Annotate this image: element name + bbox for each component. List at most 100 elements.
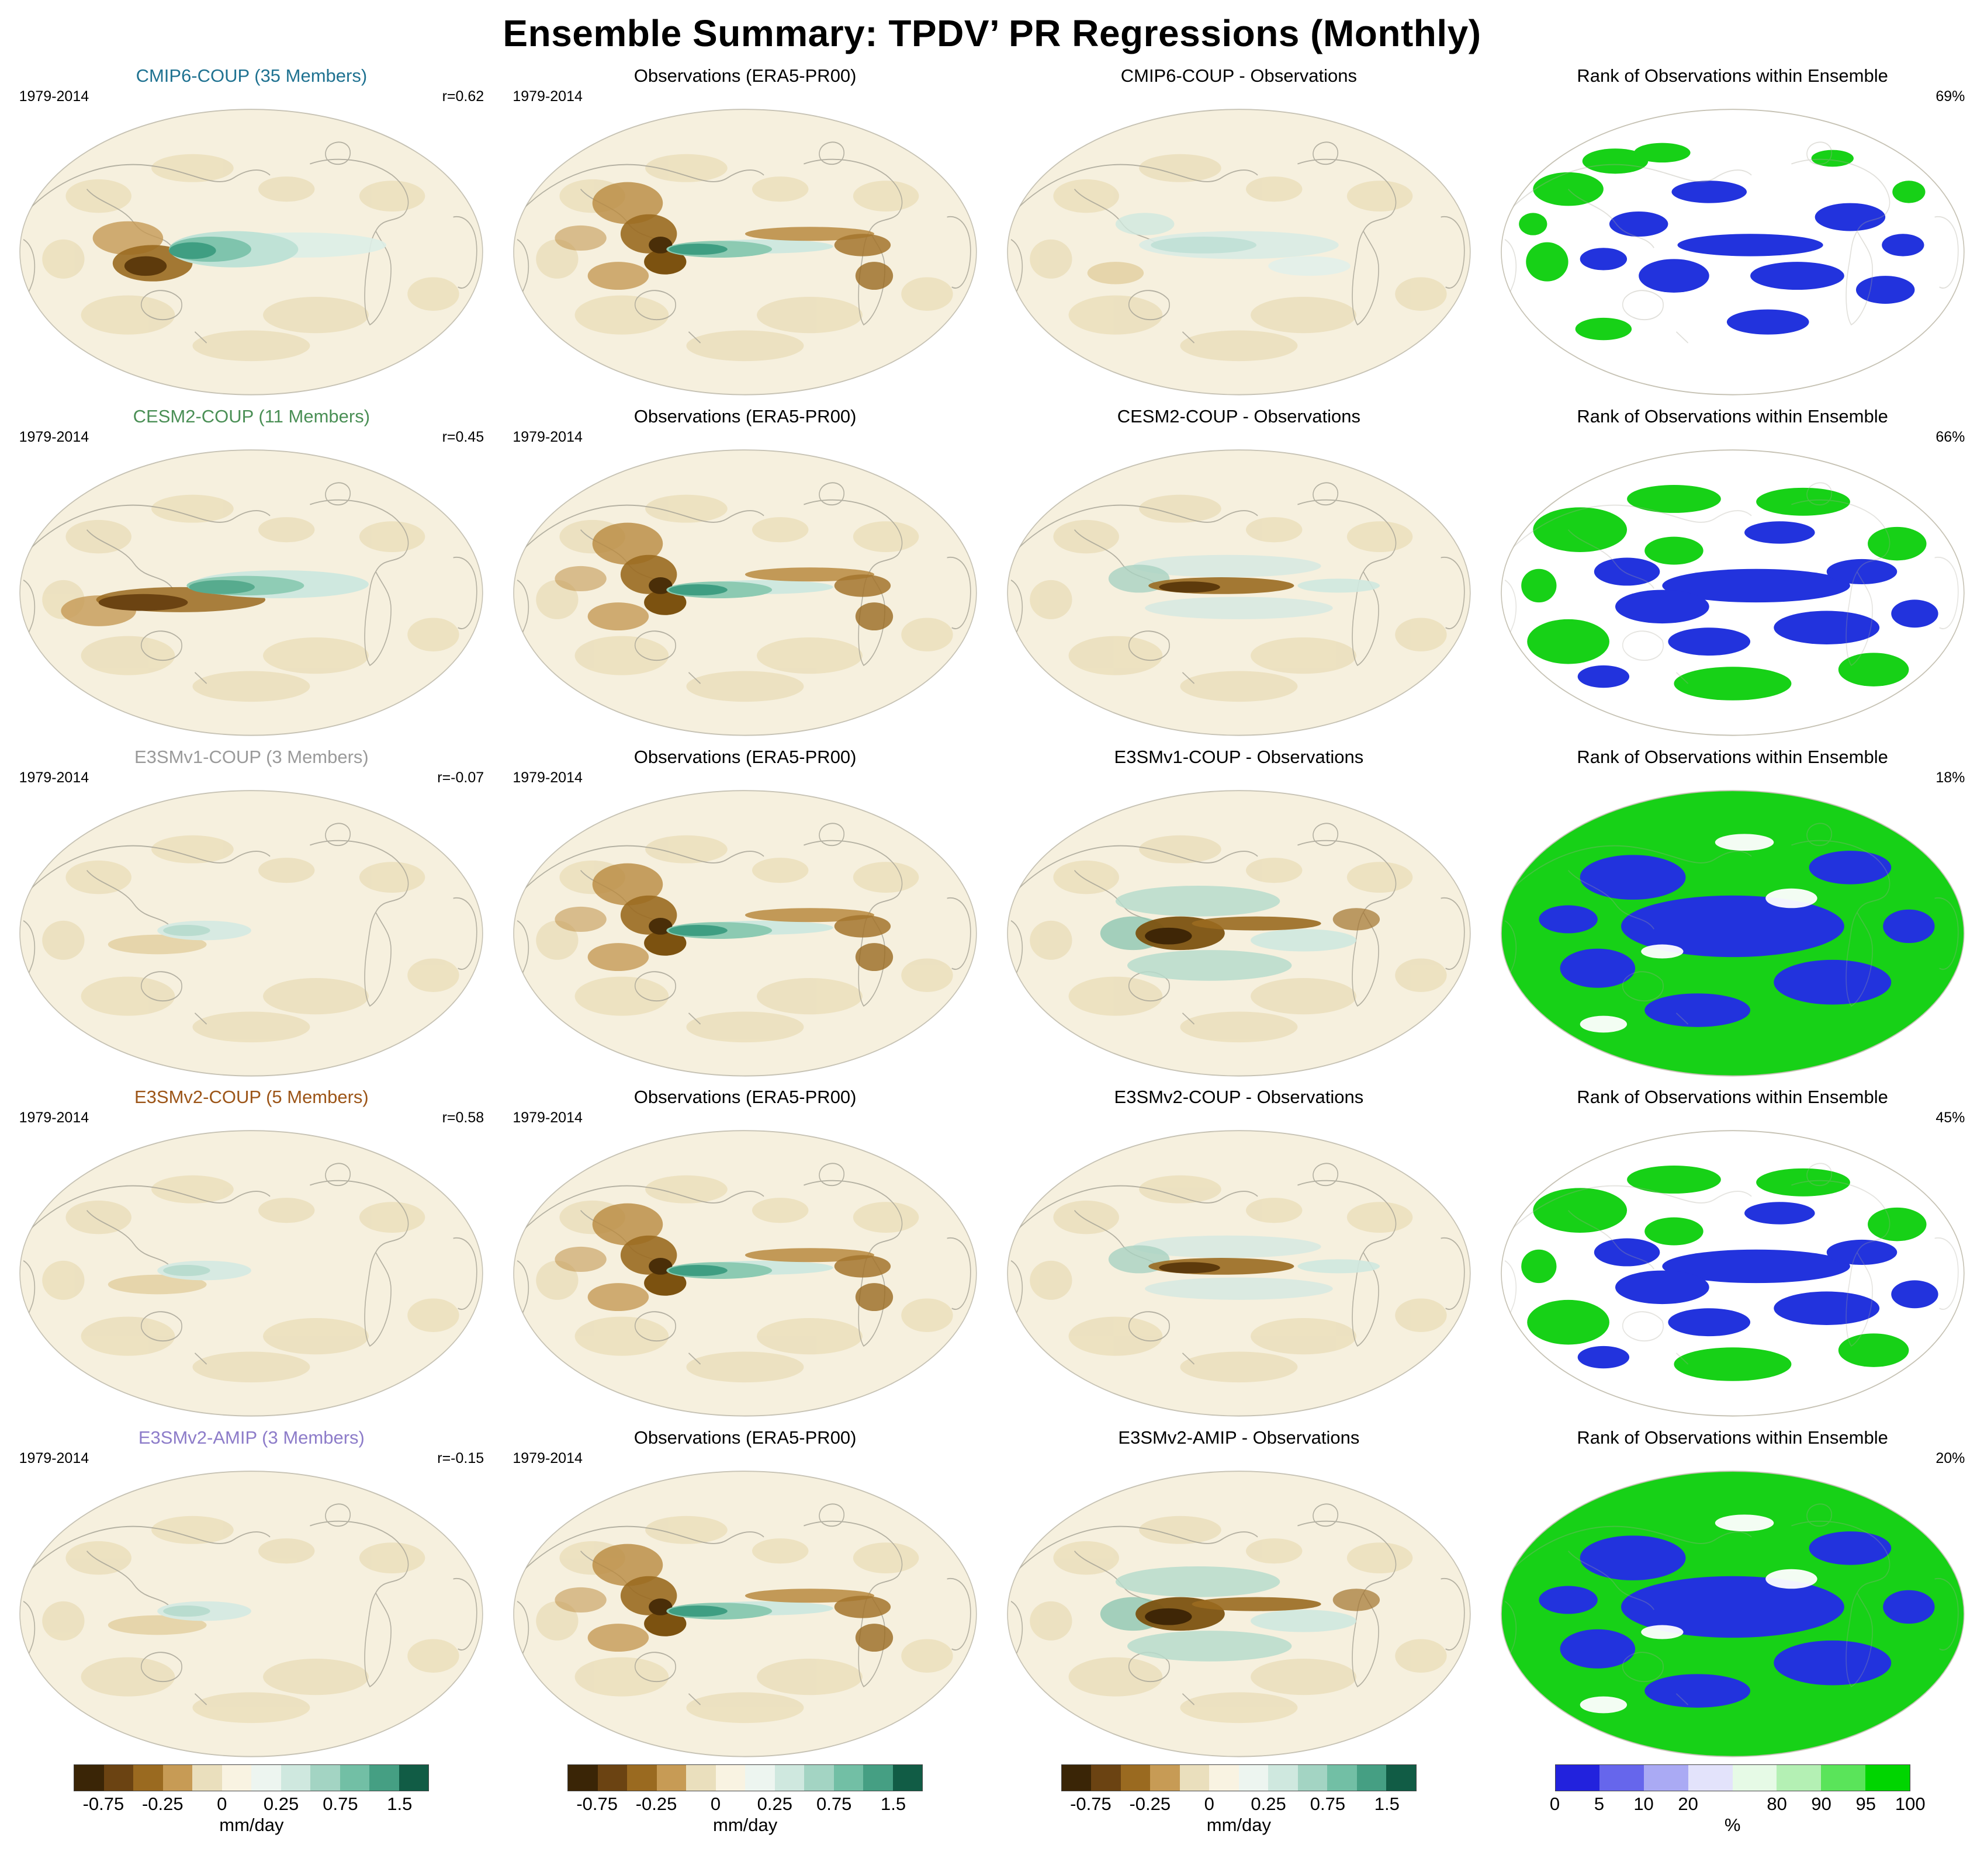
colorbar-tick-label: 0.25	[1251, 1794, 1286, 1814]
r-value-label: r=-0.07	[437, 769, 484, 786]
colorbar-segment	[162, 1765, 193, 1791]
period-label: 1979-2014	[19, 1109, 89, 1126]
rank-map-row5	[1498, 1467, 1968, 1761]
anno-row3-col2: 1979-2014	[513, 768, 978, 786]
period-label: 1979-2014	[513, 88, 583, 105]
colorbar-segment	[1777, 1765, 1822, 1791]
colorbar-segment	[1555, 1765, 1600, 1791]
colorbar-segment	[1599, 1765, 1644, 1791]
anno-row5-col4: 20%	[1500, 1448, 1965, 1467]
colorbar-segment	[656, 1765, 687, 1791]
colorbar-segment	[399, 1765, 429, 1791]
colorbar-cell-1: -0.75 -0.25 0 0.25 0.75 1.5 mm/day	[5, 1764, 498, 1876]
panel-obs-row1: Observations (ERA5-PR00) 1979-2014	[498, 60, 992, 400]
observations-map-row4	[510, 1126, 980, 1420]
colorbar-tick-label: 0	[1549, 1794, 1560, 1814]
colorbar-mmday-1: -0.75 -0.25 0 0.25 0.75 1.5 mm/day	[74, 1764, 430, 1836]
panel-diff-row4: E3SMv2-COUP - Observations	[992, 1081, 1486, 1421]
rank-percent-label: 66%	[1935, 428, 1965, 445]
panel-rank-row2: Rank of Observations within Ensemble 66%	[1486, 400, 1979, 741]
panel-model-row4: E3SMv2-COUP (5 Members) 1979-2014 r=0.58	[5, 1081, 498, 1421]
model-mean-map-row2	[16, 446, 486, 740]
panel-obs-row3: Observations (ERA5-PR00) 1979-2014	[498, 741, 992, 1081]
panel-rank-row5: Rank of Observations within Ensemble 20%	[1486, 1421, 1979, 1762]
colorbar-segment	[1297, 1765, 1328, 1791]
figure-title: Ensemble Summary: TPDV’ PR Regressions (…	[503, 12, 1481, 54]
obs-title-row3: Observations (ERA5-PR00)	[633, 746, 857, 767]
colorbar-segment	[221, 1765, 252, 1791]
panel-rank-row1: Rank of Observations within Ensemble 69%	[1486, 60, 1979, 400]
colorbar-tick-label: 10	[1633, 1794, 1654, 1814]
rank-map-row1	[1498, 105, 1968, 399]
colorbar-segment	[715, 1765, 746, 1791]
colorbar-segment	[833, 1765, 864, 1791]
colorbar-cell-3: -0.75 -0.25 0 0.25 0.75 1.5 mm/day	[992, 1764, 1486, 1876]
colorbar-tick-label: 0	[710, 1794, 721, 1814]
model-mean-map-row3	[16, 786, 486, 1080]
colorbar-unit: %	[1724, 1815, 1741, 1835]
colorbar-segment	[103, 1765, 134, 1791]
colorbar-ticks: -0.75 -0.25 0 0.25 0.75 1.5	[1061, 1791, 1417, 1815]
rank-percent-label: 69%	[1935, 88, 1965, 105]
colorbar-tick-label: -0.25	[141, 1794, 183, 1814]
model-title-row5: E3SMv2-AMIP (3 Members)	[138, 1427, 365, 1448]
observations-map-row5	[510, 1467, 980, 1761]
anno-row3-col3	[1006, 768, 1471, 786]
colorbar-segment	[340, 1765, 370, 1791]
colorbar-segment	[1150, 1765, 1180, 1791]
rank-title-row4: Rank of Observations within Ensemble	[1577, 1087, 1888, 1108]
colorbar-tick-label: -0.75	[82, 1794, 124, 1814]
colorbar-segment	[1356, 1765, 1387, 1791]
colorbar-unit: mm/day	[713, 1815, 778, 1835]
colorbar-mmday-3: -0.75 -0.25 0 0.25 0.75 1.5 mm/day	[1061, 1764, 1417, 1836]
anno-row3-col4: 18%	[1500, 768, 1965, 786]
colorbar-segment	[627, 1765, 657, 1791]
panel-diff-row3: E3SMv1-COUP - Observations	[992, 741, 1486, 1081]
observations-map-row2	[510, 446, 980, 740]
colorbar-segments	[567, 1764, 923, 1791]
rank-percent-label: 18%	[1935, 769, 1965, 786]
colorbar-ticks: 0 5 10 20 80 90 95 100	[1550, 1791, 1926, 1815]
panel-obs-row4: Observations (ERA5-PR00) 1979-2014	[498, 1081, 992, 1421]
panel-grid: CMIP6-COUP (35 Members) 1979-2014 r=0.62…	[0, 60, 1984, 1762]
colorbar-unit: mm/day	[219, 1815, 284, 1835]
model-mean-map-row4	[16, 1126, 486, 1420]
colorbar-segment	[804, 1765, 834, 1791]
diff-title-row2: CESM2-COUP - Observations	[1117, 405, 1361, 426]
obs-title-row5: Observations (ERA5-PR00)	[633, 1427, 857, 1448]
r-value-label: r=0.58	[442, 1109, 484, 1126]
colorbar-tick-label: -0.25	[635, 1794, 677, 1814]
colorbar-unit: mm/day	[1206, 1815, 1271, 1835]
colorbar-segment	[1091, 1765, 1121, 1791]
period-label: 1979-2014	[513, 1109, 583, 1126]
anno-row1-col3	[1006, 86, 1471, 105]
colorbar-segment	[1179, 1765, 1210, 1791]
panel-rank-row4: Rank of Observations within Ensemble 45%	[1486, 1081, 1979, 1421]
panel-rank-row3: Rank of Observations within Ensemble 18%	[1486, 741, 1979, 1081]
model-title-row3: E3SMv1-COUP (3 Members)	[134, 746, 369, 767]
period-label: 1979-2014	[513, 769, 583, 786]
colorbar-tick-label: 0.75	[816, 1794, 852, 1814]
obs-title-row4: Observations (ERA5-PR00)	[633, 1087, 857, 1108]
difference-map-row5	[1004, 1467, 1474, 1761]
colorbar-tick-label: 1.5	[1374, 1794, 1400, 1814]
period-label: 1979-2014	[513, 1450, 583, 1467]
colorbar-segment	[1688, 1765, 1733, 1791]
rank-title-row5: Rank of Observations within Ensemble	[1577, 1427, 1888, 1448]
model-title-row4: E3SMv2-COUP (5 Members)	[134, 1087, 369, 1108]
colorbar-segment	[1268, 1765, 1298, 1791]
diff-title-row5: E3SMv2-AMIP - Observations	[1118, 1427, 1360, 1448]
observations-map-row3	[510, 786, 980, 1080]
colorbar-percent: 0 5 10 20 80 90 95 100 %	[1550, 1764, 1926, 1836]
anno-row2-col2: 1979-2014	[513, 427, 978, 446]
diff-title-row3: E3SMv1-COUP - Observations	[1114, 746, 1364, 767]
colorbar-segment	[1386, 1765, 1416, 1791]
period-label: 1979-2014	[19, 428, 89, 445]
obs-title-row2: Observations (ERA5-PR00)	[633, 405, 857, 426]
colorbar-segment	[251, 1765, 281, 1791]
colorbar-ticks: -0.75 -0.25 0 0.25 0.75 1.5	[74, 1791, 429, 1815]
panel-model-row1: CMIP6-COUP (35 Members) 1979-2014 r=0.62	[5, 60, 498, 400]
rank-percent-label: 45%	[1935, 1109, 1965, 1126]
colorbar-segments	[1554, 1764, 1910, 1791]
colorbar-segment	[1120, 1765, 1151, 1791]
